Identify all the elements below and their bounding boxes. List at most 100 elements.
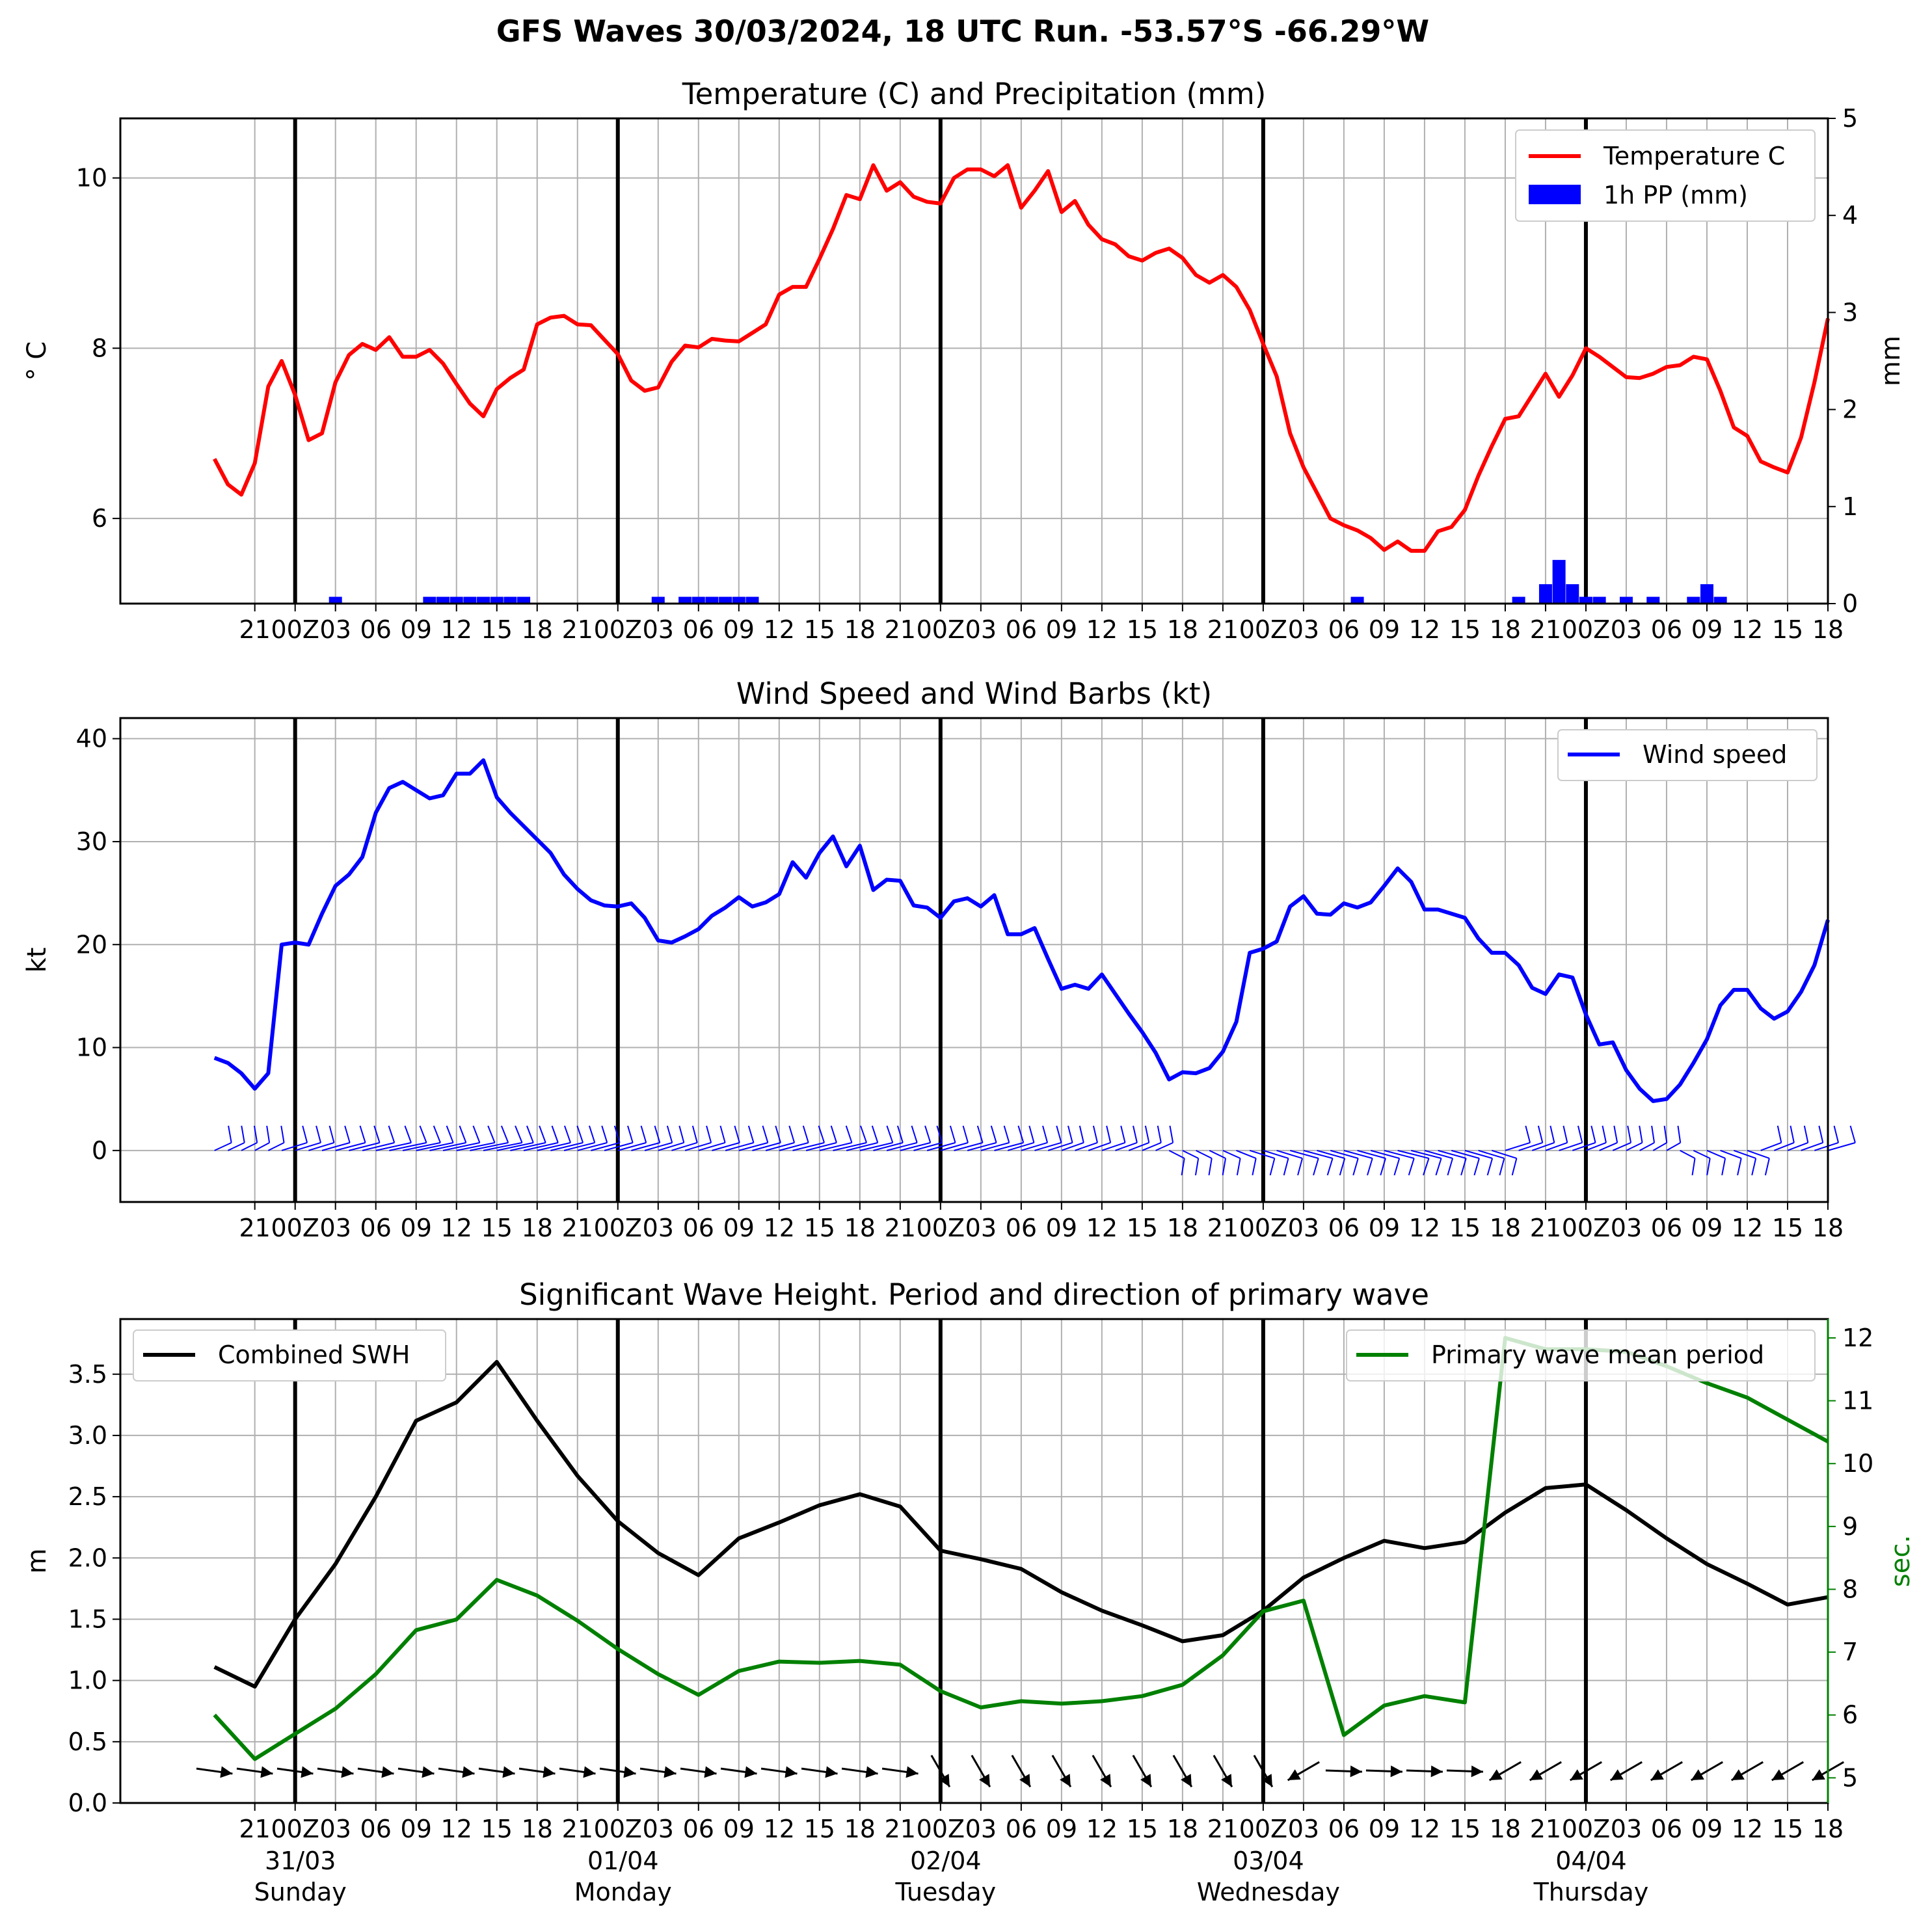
x-tick-label: 00Z — [1562, 1214, 1610, 1242]
wind-barb — [1680, 1149, 1696, 1159]
wind-barb — [1034, 1141, 1062, 1151]
wind-barb — [802, 1125, 809, 1143]
wind-barb — [1424, 1149, 1453, 1159]
x-tick-label: 00Z — [594, 1214, 642, 1242]
x-tick-label: 06 — [1006, 615, 1037, 644]
wind-barb — [1627, 1125, 1632, 1143]
x-tick-label: 03 — [643, 1214, 674, 1242]
panel-2: Wind Speed and Wind Barbs (kt) 0 10 20 30 40 k… — [22, 676, 1856, 1242]
wind-barb — [515, 1125, 523, 1143]
y-tick-label: 8 — [92, 334, 107, 362]
wind-barb — [940, 1141, 969, 1151]
wind-barb — [1438, 1149, 1467, 1159]
x-tick-label: 12 — [441, 615, 472, 644]
wind-barb — [1814, 1141, 1839, 1151]
x-tick-label: 15 — [804, 615, 835, 644]
wave-direction-arrowhead — [664, 1766, 677, 1778]
wind-barb — [1357, 1149, 1386, 1159]
wind-barb — [591, 1141, 620, 1151]
x-tick-label: 21 — [1207, 1214, 1239, 1242]
wind-barb — [1464, 1149, 1493, 1159]
x-tick-label: 15 — [804, 1214, 835, 1242]
x-tick-label: 15 — [1772, 1214, 1803, 1242]
plot-frame — [119, 717, 1829, 1203]
wind-barb — [671, 1141, 698, 1151]
wind-barb — [627, 1125, 634, 1143]
x-tick-label: 21 — [562, 1214, 593, 1242]
panel-title: Temperature (C) and Precipitation (mm) — [682, 77, 1267, 111]
x-tick-label: 21 — [1207, 1815, 1239, 1843]
wind-barb — [1721, 1158, 1726, 1176]
x-tick-label: 06 — [683, 1815, 714, 1843]
wind-barb — [1460, 1158, 1467, 1176]
wind-barb — [1283, 1158, 1289, 1176]
wind-barb — [1733, 1149, 1756, 1159]
x-tick-label: 06 — [1328, 615, 1360, 644]
wind-barb — [1370, 1149, 1400, 1159]
y-tick-label: 20 — [76, 930, 107, 959]
wind-barb — [994, 1141, 1024, 1151]
wind-barb — [1007, 1141, 1034, 1151]
wind-barb — [1120, 1125, 1126, 1143]
wind-barb — [389, 1141, 427, 1151]
wind-barb — [1663, 1125, 1668, 1143]
wind-barb — [295, 1141, 321, 1151]
y-tick-label: 40 — [76, 725, 107, 753]
x-tick-label: 12 — [1732, 615, 1763, 644]
wind-barb — [1677, 1125, 1682, 1143]
wind-barb — [1626, 1141, 1643, 1151]
wind-barb — [1380, 1158, 1386, 1176]
x-tick-label: 18 — [844, 1815, 876, 1843]
wind-barb — [1651, 1125, 1656, 1143]
wind-barb — [1833, 1125, 1840, 1143]
wave-direction-arrowhead — [1430, 1765, 1443, 1778]
wind-barb — [433, 1125, 441, 1143]
figure-title: GFS Waves 30/03/2024, 18 UTC Run. -53.57… — [496, 14, 1429, 49]
x-tick-label: 00Z — [1239, 615, 1287, 644]
wind-barb — [1801, 1141, 1823, 1151]
x-tick-label: 12 — [1086, 615, 1118, 644]
wind-barb — [1208, 1158, 1213, 1176]
wind-barb — [487, 1125, 496, 1143]
x-tick-label: 00Z — [271, 1214, 319, 1242]
wind-barb — [1499, 1158, 1505, 1176]
x-tick-label: 06 — [683, 615, 714, 644]
wind-barb — [329, 1125, 335, 1143]
wind-barb — [900, 1141, 931, 1151]
wind-barb — [818, 1125, 825, 1143]
wind-barb — [1773, 1141, 1795, 1151]
wind-barb — [980, 1141, 1010, 1151]
series-line — [213, 163, 1830, 553]
wind-barb — [819, 1141, 852, 1151]
wind-barb — [1263, 1149, 1289, 1159]
wind-barb — [886, 1141, 917, 1151]
y-axis-label: ° C — [22, 341, 52, 381]
wind-barb — [830, 1125, 837, 1143]
wind-barb — [1101, 1141, 1125, 1151]
x-tick-label: 03 — [965, 615, 997, 644]
y-right-tick-label: 8 — [1842, 1575, 1858, 1603]
x-tick-label: 21 — [885, 1214, 916, 1242]
wave-direction-arrowhead — [865, 1766, 878, 1778]
wind-barb — [526, 1125, 534, 1143]
wind-barb — [666, 1125, 673, 1143]
wind-barb — [1352, 1158, 1359, 1176]
wind-barb — [1693, 1149, 1711, 1159]
wave-direction-arrowhead — [1019, 1774, 1030, 1787]
day-name-label: Monday — [574, 1878, 672, 1906]
wind-barb — [1088, 1141, 1111, 1151]
precip-bar — [1713, 596, 1727, 604]
wind-barb — [859, 1141, 893, 1151]
wind-barb — [936, 1125, 943, 1143]
wind-barb — [539, 1125, 546, 1143]
wind-barb — [1612, 1141, 1631, 1151]
wind-barb — [1550, 1125, 1555, 1143]
legend-label: Temperature C — [1603, 142, 1785, 170]
wind-barb — [1473, 1158, 1480, 1176]
precip-bar — [1687, 596, 1700, 604]
x-tick-label: 03 — [320, 1815, 351, 1843]
day-date-label: 04/04 — [1555, 1847, 1627, 1875]
wave-direction-arrowhead — [1471, 1765, 1483, 1778]
day-date-label: 02/04 — [910, 1847, 982, 1875]
wind-barb — [429, 1141, 466, 1151]
